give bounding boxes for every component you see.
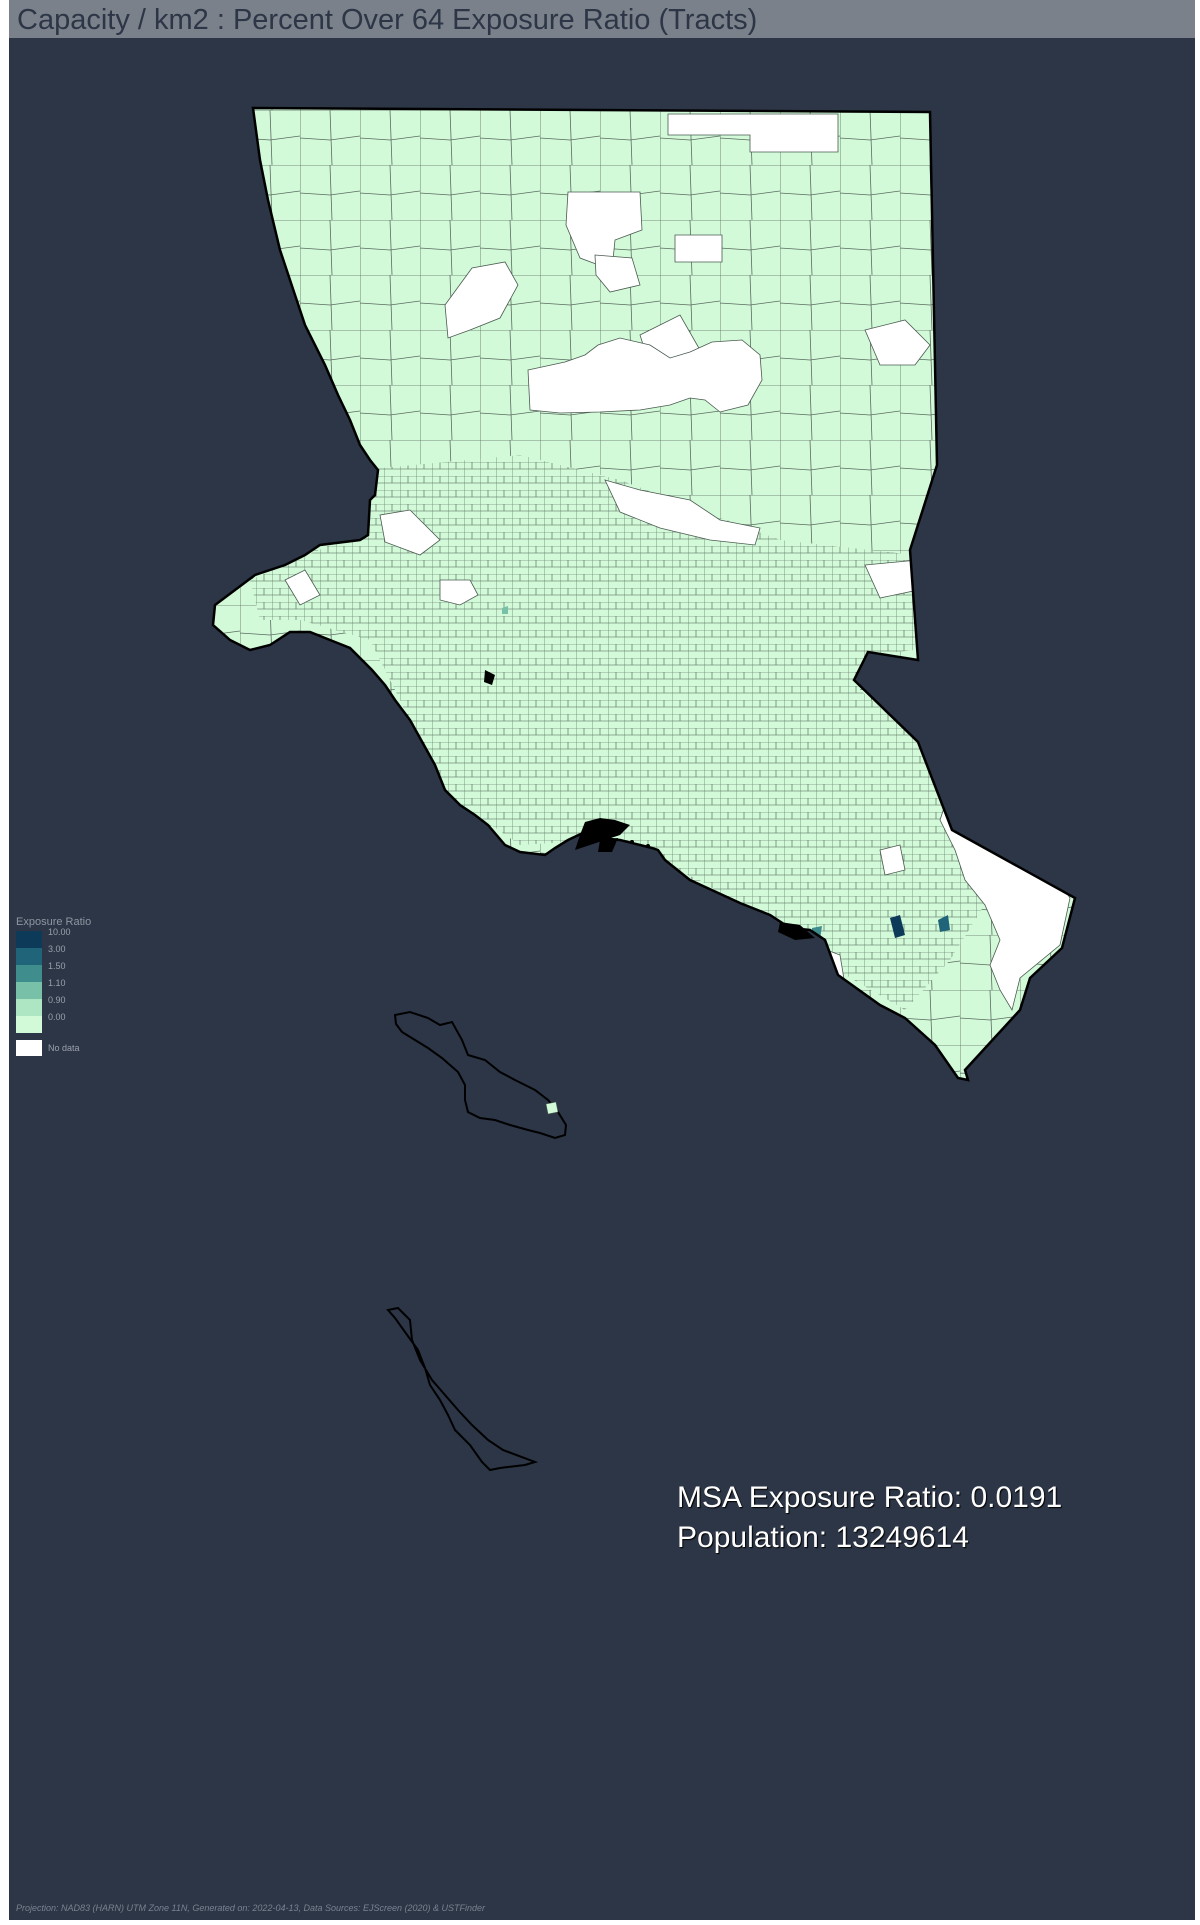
legend-item: 0.00 [16, 1012, 91, 1033]
legend-no-data-label: No data [48, 1043, 80, 1053]
map-title: Capacity / km2 : Percent Over 64 Exposur… [17, 4, 758, 36]
legend-swatch [16, 1016, 42, 1033]
stats-panel: MSA Exposure Ratio: 0.0191 Population: 1… [677, 1478, 1062, 1558]
legend-item: 3.00 [16, 944, 91, 965]
legend-label: 1.10 [48, 977, 66, 988]
legend-label: 0.00 [48, 1011, 66, 1022]
legend-swatch [16, 948, 42, 965]
legend-swatch [16, 931, 42, 948]
legend-label: 10.00 [48, 926, 71, 937]
footer-credits: Projection: NAD83 (HARN) UTM Zone 11N, G… [16, 1903, 486, 1913]
msa-exposure-ratio: MSA Exposure Ratio: 0.0191 [677, 1481, 1063, 1514]
legend-swatch [16, 999, 42, 1016]
legend-swatch [16, 982, 42, 999]
legend: Exposure Ratio 10.00 3.00 1.50 1.10 0.90 0.00… [16, 916, 91, 1056]
legend-item: 1.50 [16, 961, 91, 982]
population: Population: 13249614 [677, 1521, 969, 1554]
legend-label: 0.90 [48, 994, 66, 1005]
legend-label: 1.50 [48, 960, 66, 971]
legend-item: 1.10 [16, 978, 91, 999]
legend-no-data-swatch [16, 1040, 42, 1056]
title-bar: Capacity / km2 : Percent Over 64 Exposur… [9, 0, 1195, 38]
legend-no-data: No data [16, 1040, 91, 1056]
legend-item: 10.00 [16, 927, 91, 948]
legend-title: Exposure Ratio [16, 916, 92, 928]
legend-swatch [16, 965, 42, 982]
legend-label: 3.00 [48, 943, 66, 954]
legend-item: 0.90 [16, 995, 91, 1016]
